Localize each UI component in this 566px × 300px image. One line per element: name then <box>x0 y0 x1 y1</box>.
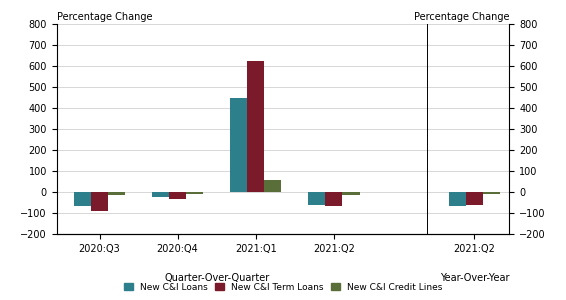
Bar <box>230 98 247 192</box>
Bar <box>152 192 169 197</box>
Text: Percentage Change: Percentage Change <box>414 12 509 22</box>
Bar <box>264 181 281 192</box>
Bar <box>448 192 466 206</box>
Bar <box>91 192 108 211</box>
Text: Year-Over-Year: Year-Over-Year <box>440 273 509 283</box>
Bar <box>466 192 483 205</box>
Bar <box>342 192 359 195</box>
Bar <box>247 61 264 192</box>
Bar <box>308 192 325 205</box>
Text: Percentage Change: Percentage Change <box>57 12 152 22</box>
Text: Quarter-Over-Quarter: Quarter-Over-Quarter <box>164 273 269 283</box>
Bar <box>74 192 91 206</box>
Bar <box>169 192 186 199</box>
Legend: New C&I Loans, New C&I Term Loans, New C&I Credit Lines: New C&I Loans, New C&I Term Loans, New C… <box>120 279 446 296</box>
Bar <box>325 192 342 206</box>
Bar <box>108 192 125 195</box>
Bar <box>483 192 500 194</box>
Bar <box>186 192 203 194</box>
